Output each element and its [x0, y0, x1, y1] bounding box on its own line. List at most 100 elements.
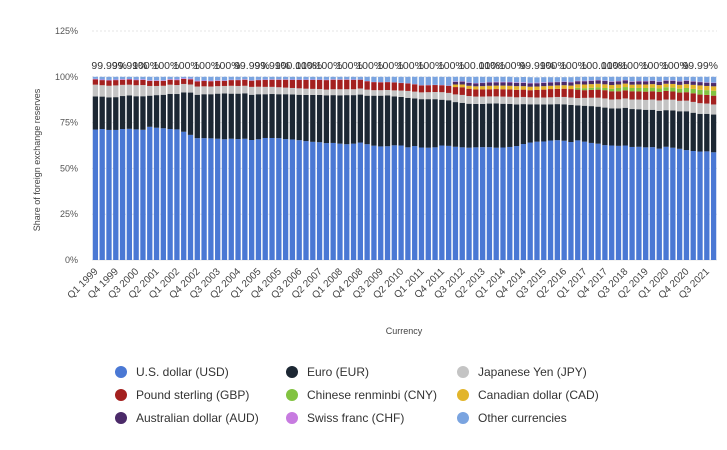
bar-segment [398, 76, 404, 83]
bar-segment [493, 76, 499, 82]
bar-segment [194, 94, 200, 139]
bar-segment [561, 88, 567, 97]
bar-stack [398, 76, 404, 260]
bar-segment [249, 86, 255, 95]
bar-segment [622, 107, 628, 146]
legend-swatch [457, 389, 469, 401]
bar-segment [412, 91, 418, 99]
legend-item[interactable]: Chinese renminbi (CNY) [286, 387, 457, 403]
bar-segment [201, 94, 207, 139]
bar-segment [568, 142, 574, 260]
bar-segment [147, 95, 153, 127]
bar-segment [615, 76, 622, 82]
bar-segment [99, 79, 105, 81]
bar-segment [507, 82, 513, 86]
bar-segment [391, 96, 397, 146]
bar-segment [187, 134, 194, 260]
bar-segment [344, 89, 350, 96]
bar-segment [507, 103, 513, 147]
legend-item[interactable]: Japanese Yen (JPY) [457, 364, 657, 380]
bar-segment [167, 84, 173, 94]
bar-segment [215, 93, 221, 139]
legend-item[interactable]: Swiss franc (CHF) [286, 410, 457, 426]
bar-segment [201, 76, 207, 81]
bar-stack [446, 76, 452, 260]
bar-segment [656, 100, 662, 111]
bar-segment [704, 82, 710, 86]
bar-segment [683, 111, 690, 151]
bar-segment [466, 96, 472, 104]
bar-segment [622, 76, 628, 81]
bar-segment [276, 138, 282, 260]
bar-segment [398, 83, 404, 91]
bar-segment [561, 81, 567, 86]
bar-segment [710, 76, 717, 83]
bar-segment [364, 76, 370, 82]
bar-segment [683, 84, 690, 88]
legend-item[interactable]: U.S. dollar (USD) [115, 364, 286, 380]
bar-segment [459, 81, 465, 85]
total-data-label: 99.99% [234, 60, 270, 72]
bar-stack [541, 77, 547, 260]
bar-segment [106, 79, 112, 81]
bar-segment [649, 81, 656, 85]
bar-segment [615, 81, 622, 85]
bar-segment [710, 83, 717, 87]
bar-segment [649, 109, 656, 148]
bar-segment [350, 95, 357, 144]
total-data-label: 100% [214, 60, 241, 72]
bar-segment [507, 76, 513, 82]
bar-segment [249, 80, 255, 87]
legend-item[interactable]: Pound sterling (GBP) [115, 387, 286, 403]
x-axis-label: Currency [386, 326, 423, 336]
bar-segment [575, 87, 581, 90]
bar-segment [561, 96, 567, 105]
bar-segment [289, 139, 296, 260]
bar-segment [507, 89, 513, 97]
bar-segment [636, 99, 642, 110]
legend-item[interactable]: Australian dollar (AUD) [115, 410, 286, 426]
bar-segment [425, 99, 431, 148]
bar-segment [534, 77, 540, 83]
bar-stack [228, 76, 234, 260]
bar-segment [473, 89, 479, 97]
bar-segment [575, 140, 581, 260]
bar-segment [160, 80, 166, 86]
bar-stack [194, 76, 200, 260]
bar-segment [629, 84, 635, 88]
bar-segment [350, 143, 357, 260]
bar-segment [242, 138, 248, 260]
bar-segment [282, 76, 289, 80]
legend-item[interactable]: Euro (EUR) [286, 364, 457, 380]
bar-segment [670, 99, 676, 111]
bar-segment [670, 80, 676, 84]
bar-segment [507, 81, 513, 83]
bar-segment [425, 85, 431, 93]
legend-label: Euro (EUR) [307, 365, 370, 379]
bar-stack [412, 76, 418, 260]
bar-segment [527, 86, 533, 91]
bar-segment [656, 110, 662, 149]
bar-stack [160, 76, 166, 260]
bar-stack [602, 76, 608, 260]
bar-segment [643, 99, 649, 110]
total-data-label: 100% [377, 60, 404, 72]
bar-segment [690, 101, 696, 113]
legend-swatch [115, 366, 127, 378]
bar-segment [215, 76, 221, 81]
bar-segment [581, 88, 588, 91]
bar-segment [649, 91, 656, 100]
bar-segment [330, 76, 336, 80]
bar-segment [289, 76, 296, 80]
bar-segment [439, 145, 445, 260]
bar-segment [629, 146, 635, 260]
legend-item[interactable]: Canadian dollar (CAD) [457, 387, 657, 403]
bar-segment [113, 80, 119, 86]
bar-segment [513, 146, 520, 260]
bar-segment [113, 79, 119, 81]
legend-item[interactable]: Other currencies [457, 410, 657, 426]
bar-segment [296, 140, 302, 260]
bar-segment [310, 79, 316, 89]
bar-segment [500, 103, 506, 148]
total-data-label: 100% [173, 60, 200, 72]
